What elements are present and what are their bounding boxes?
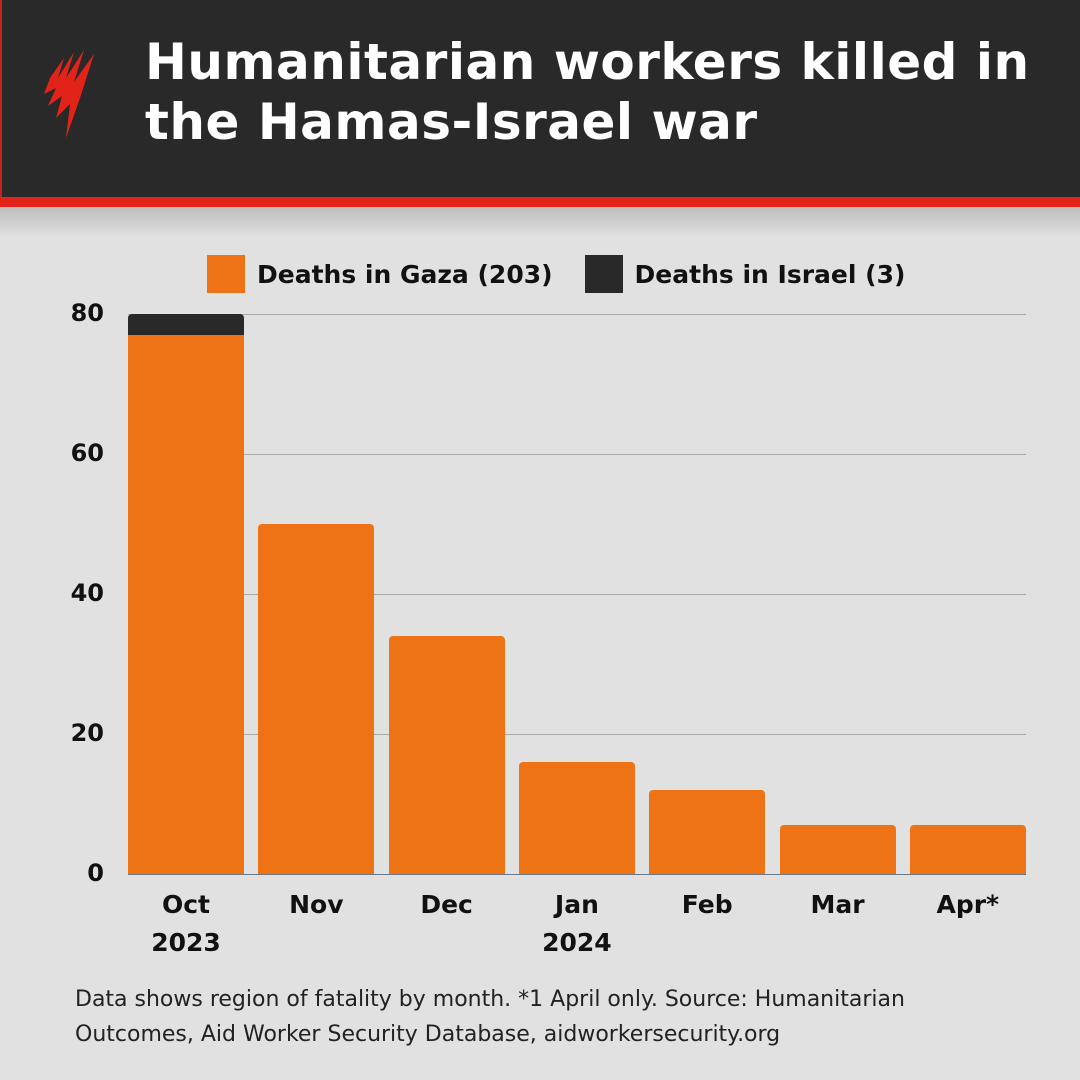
y-tick-20: 20 — [70, 719, 104, 747]
x-axis-line — [128, 874, 1026, 875]
x-label-3: Jan 2024 — [542, 890, 612, 957]
legend-swatch-israel — [584, 255, 623, 293]
plot-area — [128, 314, 1026, 875]
y-tick-80: 80 — [70, 299, 104, 327]
legend-item-israel: Deaths in Israel (3) — [584, 255, 906, 293]
bar-segment — [909, 825, 1026, 874]
x-label-0: Oct 2023 — [151, 890, 221, 957]
legend: Deaths in Gaza (203) Deaths in Israel (3… — [207, 255, 937, 293]
header-banner — [0, 0, 1080, 198]
footnote-line-2: Outcomes, Aid Worker Security Database, … — [75, 1022, 781, 1047]
x-label-1: Nov — [289, 890, 344, 919]
x-label-2: Dec — [420, 890, 473, 919]
gridline — [128, 454, 1026, 455]
bar-segment — [258, 524, 375, 874]
y-tick-60: 60 — [70, 439, 104, 467]
header-shadow — [0, 207, 1080, 237]
legend-label-gaza: Deaths in Gaza (203) — [257, 259, 553, 289]
bar-segment — [388, 636, 505, 874]
bar-segment — [518, 762, 635, 874]
bar-4 — [649, 790, 766, 874]
sbs-logo-icon — [44, 50, 94, 138]
x-label-5: Mar — [810, 890, 865, 919]
bar-3 — [518, 762, 635, 874]
y-tick-0: 0 — [87, 859, 104, 887]
footnote-line-1: Data shows region of fatality by month. … — [75, 987, 905, 1012]
y-tick-40: 40 — [70, 579, 104, 607]
x-label-6: Apr* — [936, 890, 1000, 919]
gridline — [128, 594, 1026, 595]
bar-segment — [779, 825, 896, 874]
x-label-4: Feb — [681, 890, 733, 919]
title-line-1: Humanitarian workers killed in — [145, 33, 1030, 91]
bar-segment — [649, 790, 766, 874]
bar-1 — [258, 524, 375, 874]
legend-swatch-gaza — [207, 255, 245, 293]
accent-bar — [0, 197, 1080, 207]
legend-item-gaza: Deaths in Gaza (203) — [207, 255, 553, 293]
chart-title: Humanitarian workers killed in the Hamas… — [145, 32, 1030, 152]
bar-segment — [128, 314, 244, 335]
footnote: Data shows region of fatality by month. … — [75, 982, 1055, 1052]
bar-6 — [909, 825, 1026, 874]
bar-segment — [128, 335, 244, 874]
bar-0 — [128, 314, 244, 874]
bar-2 — [388, 636, 505, 874]
gridline — [128, 734, 1026, 735]
title-line-2: the Hamas-Israel war — [145, 93, 758, 151]
legend-label-israel: Deaths in Israel (3) — [634, 259, 906, 289]
gridline — [128, 314, 1026, 315]
bar-5 — [779, 825, 896, 874]
